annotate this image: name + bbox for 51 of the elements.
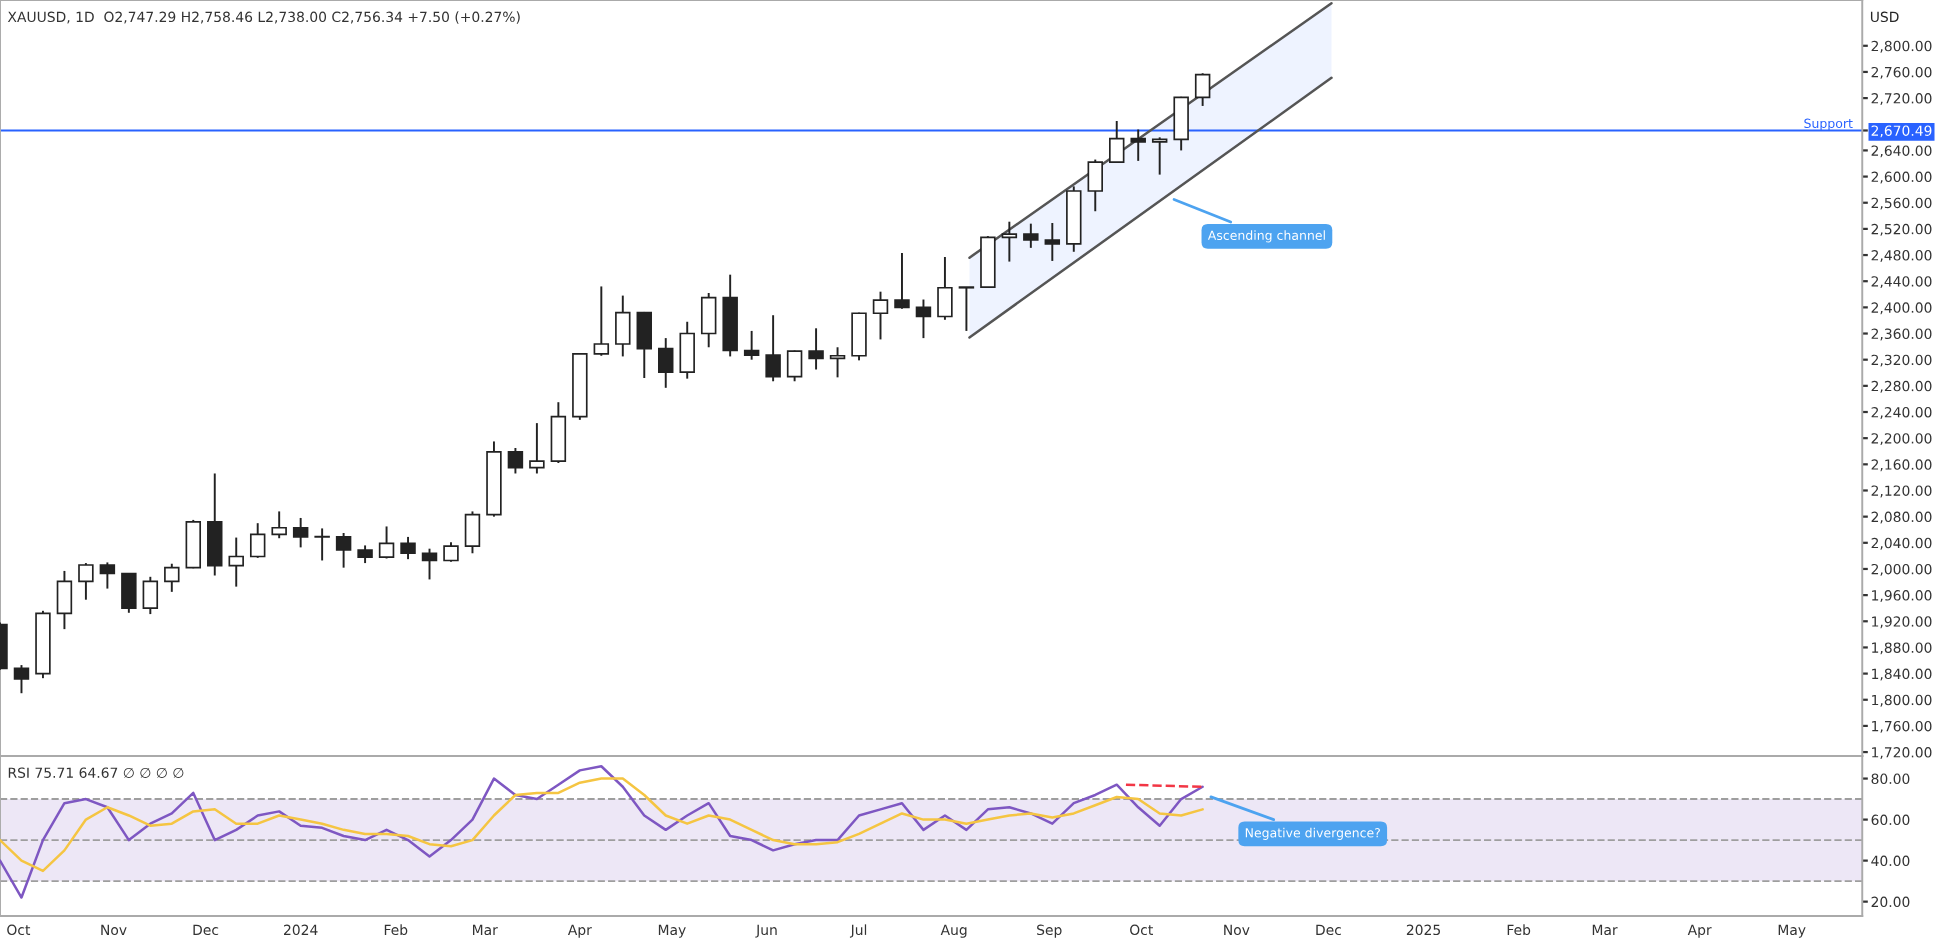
candlestick bbox=[292, 516, 309, 549]
candlestick bbox=[121, 572, 137, 614]
candlestick bbox=[615, 294, 631, 358]
candlestick bbox=[78, 562, 94, 601]
candlestick bbox=[1194, 72, 1211, 107]
candlestick bbox=[142, 575, 159, 616]
candlestick bbox=[185, 518, 202, 570]
candlestick bbox=[1108, 120, 1125, 164]
line-series bbox=[0, 777, 1204, 873]
candlestick bbox=[1001, 220, 1018, 263]
candlestick bbox=[915, 298, 932, 340]
candlestick bbox=[1173, 95, 1189, 152]
candlestick bbox=[829, 346, 846, 379]
candlestick bbox=[765, 314, 781, 383]
candlestick bbox=[593, 285, 610, 357]
candlestick bbox=[1087, 158, 1103, 213]
candlestick bbox=[507, 447, 524, 475]
candlestick bbox=[1023, 222, 1039, 249]
candlestick bbox=[421, 547, 438, 581]
candlestick bbox=[636, 310, 653, 379]
candlestick bbox=[700, 292, 717, 349]
candlestick bbox=[786, 349, 803, 383]
candlestick bbox=[335, 532, 352, 569]
candlestick bbox=[56, 569, 73, 631]
candlestick bbox=[271, 510, 287, 540]
candlestick bbox=[314, 527, 330, 562]
candlestick bbox=[378, 525, 395, 560]
candlestick bbox=[658, 337, 674, 389]
candlestick bbox=[1130, 128, 1146, 162]
candlestick bbox=[443, 541, 459, 563]
candlestick bbox=[164, 562, 180, 593]
candlestick bbox=[743, 329, 760, 361]
candlestick bbox=[400, 535, 416, 561]
candlestick bbox=[958, 286, 975, 332]
candlestick bbox=[550, 401, 567, 464]
candlestick bbox=[851, 311, 867, 362]
candlestick bbox=[808, 327, 824, 371]
candlestick bbox=[228, 536, 244, 588]
candlestick bbox=[894, 252, 910, 310]
candlestick bbox=[464, 510, 481, 555]
candlestick bbox=[207, 472, 223, 577]
candlestick bbox=[937, 256, 953, 321]
candlestick bbox=[1044, 222, 1061, 262]
candlestick bbox=[1151, 136, 1168, 176]
candlestick bbox=[679, 320, 695, 380]
candlestick bbox=[249, 522, 266, 559]
candlestick bbox=[872, 290, 889, 341]
candlestick bbox=[13, 664, 30, 695]
candlestick bbox=[529, 422, 545, 475]
line-series bbox=[0, 765, 1204, 899]
candlestick bbox=[99, 561, 116, 590]
